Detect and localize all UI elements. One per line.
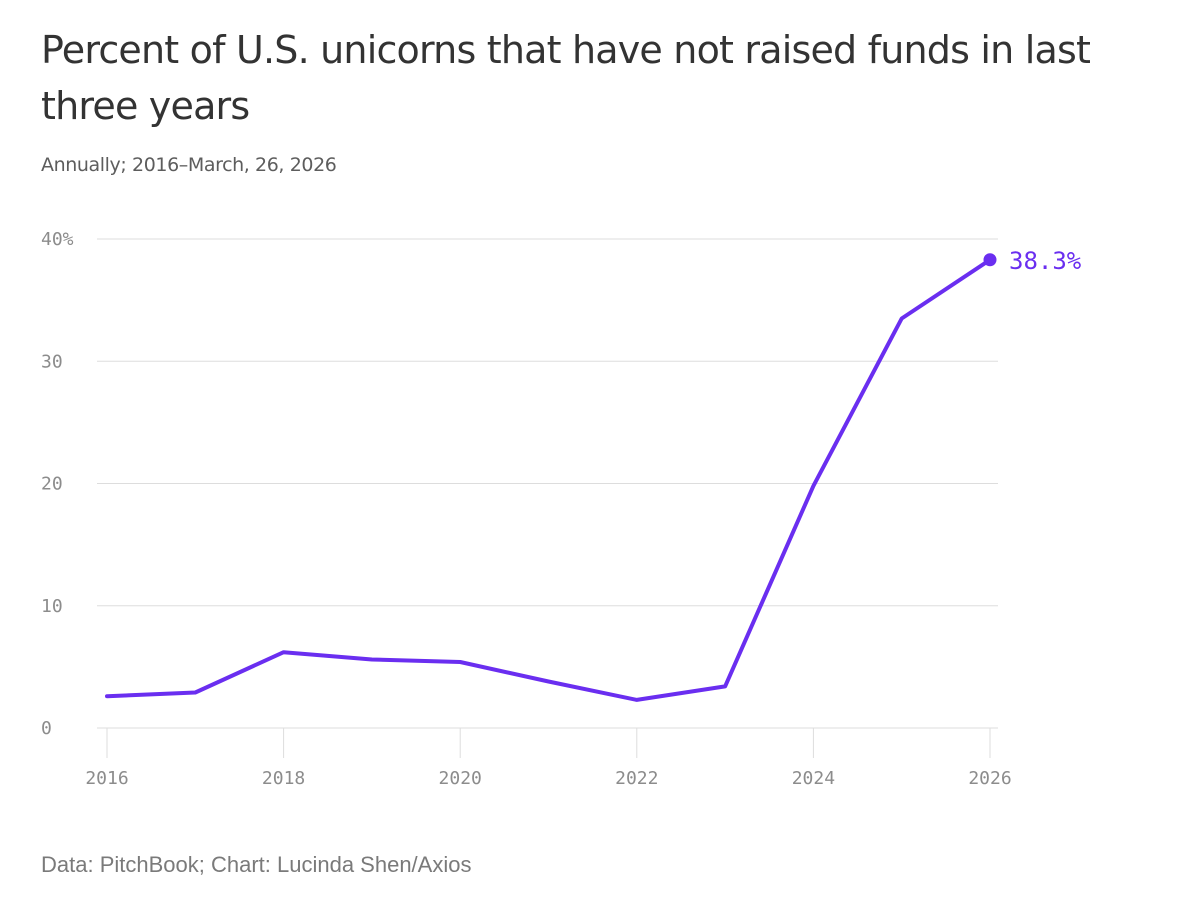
x-tick-label: 2018 (262, 768, 305, 789)
gridlines (97, 238, 998, 729)
chart-subtitle: Annually; 2016–March, 26, 2026 (41, 154, 337, 176)
end-value-label: 38.3% (1009, 247, 1082, 275)
x-tick-label: 2022 (615, 768, 658, 789)
x-tick-label: 2020 (439, 768, 482, 789)
y-axis-ticks: 0 10 20 30 40% (41, 229, 74, 739)
x-axis-ticks: 2016 2018 2020 2022 2024 2026 (85, 728, 1012, 789)
y-tick-label: 20 (41, 474, 63, 495)
chart-title: Percent of U.S. unicorns that have not r… (41, 28, 1091, 128)
y-tick-label: 10 (41, 596, 63, 617)
y-tick-label: 40% (41, 229, 74, 250)
x-tick-label: 2016 (85, 768, 128, 789)
x-tick-label: 2024 (792, 768, 835, 789)
y-tick-label: 30 (41, 351, 63, 372)
end-point-marker (983, 253, 997, 267)
y-tick-label: 0 (41, 718, 52, 739)
series-layer: 38.3% (105, 247, 1082, 702)
series-line (105, 257, 992, 702)
x-tick-label: 2026 (968, 768, 1011, 789)
source-note: Data: PitchBook; Chart: Lucinda Shen/Axi… (41, 852, 472, 877)
